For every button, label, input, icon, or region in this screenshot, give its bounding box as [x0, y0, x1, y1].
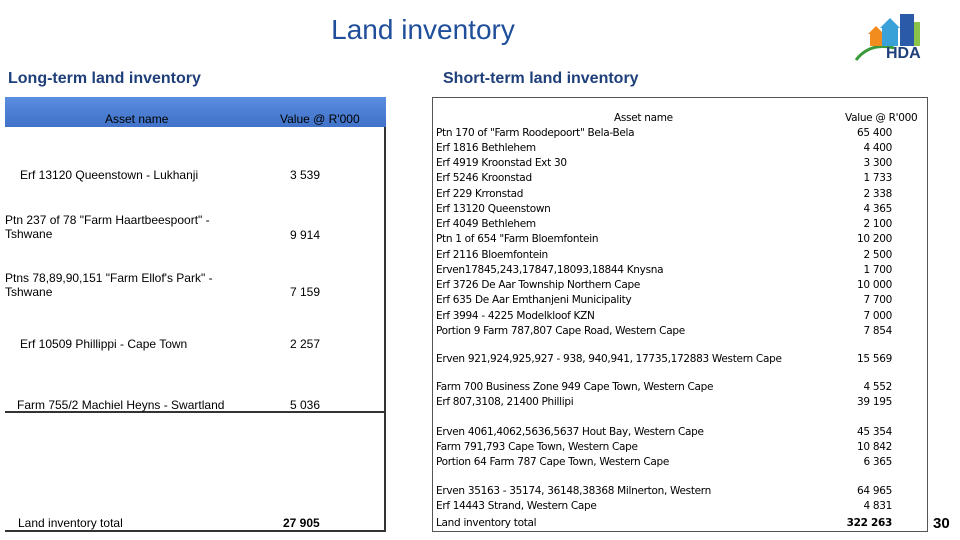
table-frame	[432, 97, 928, 532]
asset-value: 4 831	[863, 499, 892, 512]
asset-value: 5 036	[290, 398, 321, 412]
asset-name: Erf 4919 Kroonstad Ext 30	[436, 157, 567, 169]
asset-value: 10 842	[857, 440, 892, 453]
total-label: Land inventory total	[436, 517, 537, 529]
logo-text: HDA	[886, 45, 921, 62]
asset-value: 6 365	[863, 456, 892, 468]
slide-title: Land inventory	[331, 14, 515, 45]
asset-value: 2 500	[863, 248, 892, 261]
asset-name: Erven17845,243,17847,18093,18844 Knysna	[436, 263, 664, 276]
asset-name: Erven 35163 - 35174, 36148,38368 Milnert…	[436, 484, 711, 497]
asset-name: Erf 229 Krronstad	[436, 187, 524, 200]
asset-name: Ptns 78,89,90,151 "Farm Ellof's Park" - …	[5, 271, 213, 299]
asset-name: Erf 807,3108, 21400 Phillipi	[436, 396, 574, 409]
asset-name: Erf 635 De Aar Emthanjeni Municipality	[436, 294, 632, 307]
table-rule	[5, 411, 386, 413]
column-header: Asset name	[105, 112, 169, 126]
asset-name: Erf 14443 Strand, Western Cape	[436, 499, 597, 512]
asset-name: Erf 13120 Queenstown	[436, 202, 551, 215]
asset-name: Portion 64 Farm 787 Cape Town, Western C…	[436, 456, 670, 468]
asset-name: Farm 791,793 Cape Town, Western Cape	[436, 440, 638, 453]
asset-value: 10 200	[857, 233, 892, 246]
asset-value: 2 100	[863, 218, 892, 230]
asset-name: Erven 921,924,925,927 - 938, 940,941, 17…	[436, 352, 782, 365]
asset-value: 39 195	[857, 396, 892, 409]
total-label: Land inventory total	[18, 516, 123, 530]
asset-value: 65 400	[857, 126, 892, 139]
asset-name: Ptn 237 of 78 "Farm Haartbeespoort" - Ts…	[5, 213, 210, 241]
asset-value: 7 159	[290, 285, 321, 299]
asset-value: 4 400	[863, 141, 892, 154]
asset-name: Farm 700 Business Zone 949 Cape Town, We…	[436, 381, 714, 393]
asset-value: 9 914	[290, 228, 321, 242]
asset-value: 3 539	[290, 168, 321, 182]
asset-value: 15 569	[857, 352, 892, 365]
section-heading: Long-term land inventory	[8, 70, 201, 87]
asset-value: 64 965	[857, 484, 892, 497]
asset-name: Erven 4061,4062,5636,5637 Hout Bay, West…	[436, 425, 704, 438]
asset-value: 10 000	[857, 279, 892, 291]
asset-value: 7 000	[863, 309, 892, 322]
asset-value: 4 365	[863, 202, 892, 215]
asset-name: Erf 4049 Bethlehem	[436, 218, 536, 230]
asset-value: 3 300	[863, 157, 892, 169]
column-header: Value @ R'000	[280, 112, 360, 126]
asset-value: 1 733	[863, 172, 892, 185]
asset-name: Erf 1816 Bethlehem	[436, 141, 536, 154]
asset-value: 7 854	[863, 324, 892, 337]
asset-name: Erf 13120 Queenstown - Lukhanji	[20, 168, 199, 182]
column-header: Value @ R'000	[845, 112, 918, 124]
asset-name: Portion 9 Farm 787,807 Cape Road, Wester…	[436, 324, 685, 337]
asset-name: Ptn 1 of 654 "Farm Bloemfontein	[436, 233, 599, 246]
asset-name: Erf 10509 Phillippi - Cape Town	[20, 337, 188, 351]
asset-value: 1 700	[863, 263, 892, 276]
asset-name: Ptn 170 of "Farm Roodepoort" Bela-Bela	[436, 126, 635, 139]
table-header	[5, 97, 386, 127]
total-value: 322 263	[846, 517, 893, 529]
asset-name: Erf 5246 Kroonstad	[436, 172, 532, 185]
asset-name: Erf 3726 De Aar Township Northern Cape	[436, 279, 640, 291]
total-value: 27 905	[283, 516, 320, 530]
asset-value: 2 338	[863, 187, 892, 200]
asset-value: 45 354	[857, 425, 892, 438]
column-header: Asset name	[614, 112, 673, 124]
asset-value: 2 257	[290, 337, 321, 351]
asset-name: Erf 2116 Bloemfontein	[436, 248, 548, 261]
table-frame	[5, 97, 386, 532]
asset-value: 7 700	[863, 294, 892, 307]
asset-name: Erf 3994 - 4225 Modelkloof KZN	[436, 309, 595, 322]
logo: HDA	[854, 14, 921, 62]
page-number: 30	[933, 515, 950, 532]
asset-name: Farm 755/2 Machiel Heyns - Swartland	[17, 398, 225, 412]
section-heading: Short-term land inventory	[443, 70, 639, 87]
asset-value: 4 552	[863, 381, 892, 393]
